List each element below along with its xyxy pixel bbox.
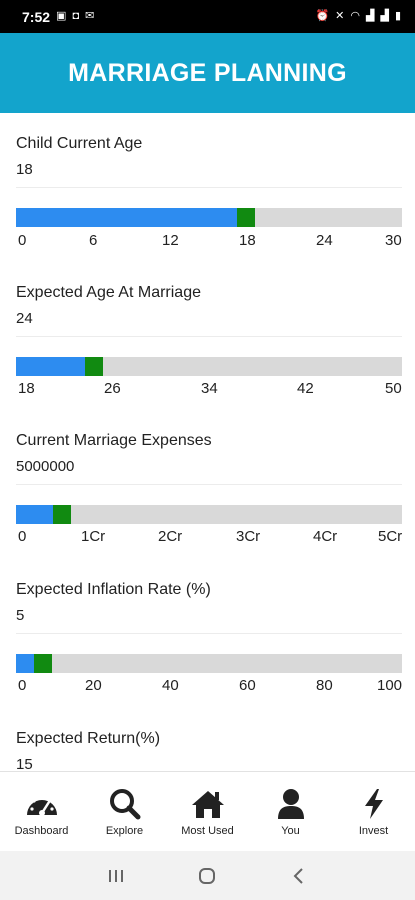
slider-tick-label: 2Cr xyxy=(158,528,183,545)
battery-icon: ▮ xyxy=(394,10,401,22)
field-value[interactable]: 5000000 xyxy=(16,458,75,475)
slider-thumb[interactable] xyxy=(85,357,103,376)
slider-tick-label: 5Cr xyxy=(378,528,403,545)
slider-tick-label: 26 xyxy=(104,380,121,397)
field-label: Current Marriage Expenses xyxy=(16,432,212,449)
expected-inflation-rate-slider[interactable] xyxy=(16,654,402,673)
recent-apps-button[interactable] xyxy=(96,861,136,891)
nav-most-used[interactable]: Most Used xyxy=(166,772,249,851)
system-nav-bar xyxy=(0,851,415,900)
app-header: MARRIAGE PLANNING xyxy=(0,33,415,113)
status-left: 7:52 ▣ ◘ ✉ xyxy=(22,9,94,25)
field-label: Expected Age At Marriage xyxy=(16,284,201,301)
field-label: Expected Return(%) xyxy=(16,730,161,747)
nav-label: Explore xyxy=(105,824,144,837)
back-button[interactable] xyxy=(279,861,319,891)
slider-ticks: 0 1Cr 2Cr 3Cr 4Cr 5Cr xyxy=(16,528,402,546)
status-right: ⏰ ✕ ◠ ▟ ▟ ▮ xyxy=(315,11,401,22)
speedometer-icon xyxy=(24,787,60,821)
signal-icon: ▟ xyxy=(366,10,375,22)
slider-fill xyxy=(16,654,36,673)
field-divider xyxy=(16,336,402,337)
slider-tick-label: 30 xyxy=(385,232,402,249)
home-circle-icon xyxy=(199,867,216,884)
field-divider xyxy=(16,187,402,188)
slider-tick-label: 3Cr xyxy=(236,528,261,545)
nav-invest[interactable]: Invest xyxy=(332,772,415,851)
field-label: Child Current Age xyxy=(16,135,143,152)
current-marriage-expenses-field: Current Marriage Expenses 5000000 xyxy=(16,432,402,485)
nav-label: Dashboard xyxy=(14,824,69,837)
back-chevron-icon xyxy=(293,867,303,884)
bag-icon: ◘ xyxy=(72,10,80,22)
nav-label: You xyxy=(281,824,300,837)
status-bar: 7:52 ▣ ◘ ✉ ⏰ ✕ ◠ ▟ ▟ ▮ xyxy=(0,0,415,33)
slider-fill xyxy=(16,505,55,524)
mail-icon: ✉ xyxy=(85,10,95,22)
recent-apps-icon xyxy=(108,869,123,882)
slider-tick-label: 50 xyxy=(385,380,402,397)
child-current-age-slider[interactable] xyxy=(16,208,402,227)
field-divider xyxy=(16,484,402,485)
slider-tick-label: 80 xyxy=(316,677,333,694)
nav-label: Most Used xyxy=(181,824,234,837)
field-value[interactable]: 24 xyxy=(16,310,33,327)
signal-icon-2: ▟ xyxy=(380,10,389,22)
slider-tick-label: 0 xyxy=(18,232,27,249)
slider-ticks: 0 20 40 60 80 100 xyxy=(16,677,402,695)
field-value[interactable]: 18 xyxy=(16,161,33,178)
slider-tick-label: 42 xyxy=(297,380,314,397)
field-label: Expected Inflation Rate (%) xyxy=(16,581,211,598)
expected-return-field: Expected Return(%) 15 xyxy=(16,730,402,771)
slider-tick-label: 18 xyxy=(18,380,35,397)
expected-age-at-marriage-field: Expected Age At Marriage 24 xyxy=(16,284,402,337)
slider-tick-label: 1Cr xyxy=(81,528,106,545)
user-icon xyxy=(273,787,309,821)
nav-explore[interactable]: Explore xyxy=(83,772,166,851)
nav-you[interactable]: You xyxy=(249,772,332,851)
page-title: MARRIAGE PLANNING xyxy=(68,58,347,87)
bolt-icon xyxy=(356,787,392,821)
slider-tick-label: 4Cr xyxy=(313,528,338,545)
slider-thumb[interactable] xyxy=(53,505,71,524)
slider-fill xyxy=(16,208,239,227)
current-marriage-expenses-slider[interactable] xyxy=(16,505,402,524)
field-divider xyxy=(16,633,402,634)
slider-tick-label: 100 xyxy=(377,677,403,694)
slider-fill xyxy=(16,357,87,376)
slider-tick-label: 0 xyxy=(18,528,27,545)
wifi-icon: ◠ xyxy=(350,10,360,22)
mute-icon: ✕ xyxy=(335,10,345,22)
slider-tick-label: 34 xyxy=(201,380,218,397)
slider-thumb[interactable] xyxy=(237,208,255,227)
slider-tick-label: 40 xyxy=(162,677,179,694)
slider-tick-label: 20 xyxy=(85,677,102,694)
status-time: 7:52 xyxy=(22,8,51,25)
slider-tick-label: 6 xyxy=(89,232,98,249)
field-value[interactable]: 15 xyxy=(16,756,33,771)
slider-tick-label: 0 xyxy=(18,677,27,694)
expected-age-at-marriage-slider[interactable] xyxy=(16,357,402,376)
gallery-icon: ▣ xyxy=(56,10,67,22)
expected-inflation-rate-field: Expected Inflation Rate (%) 5 xyxy=(16,581,402,634)
nav-label: Invest xyxy=(358,824,389,837)
slider-ticks: 0 6 12 18 24 30 xyxy=(16,232,402,250)
slider-tick-label: 60 xyxy=(239,677,256,694)
slider-tick-label: 18 xyxy=(239,232,256,249)
slider-tick-label: 24 xyxy=(316,232,333,249)
home-icon xyxy=(190,787,226,821)
child-current-age-field: Child Current Age 18 xyxy=(16,135,402,188)
home-button[interactable] xyxy=(187,861,227,891)
slider-thumb[interactable] xyxy=(34,654,52,673)
field-value[interactable]: 5 xyxy=(16,607,25,624)
form-content[interactable]: Child Current Age 18 0 6 12 18 24 30 Expected… xyxy=(0,113,415,771)
search-icon xyxy=(107,787,143,821)
slider-ticks: 18 26 34 42 50 xyxy=(16,380,402,398)
alarm-icon: ⏰ xyxy=(315,10,330,22)
slider-tick-label: 12 xyxy=(162,232,179,249)
nav-dashboard[interactable]: Dashboard xyxy=(0,772,83,851)
bottom-nav: Dashboard Explore Most Used You xyxy=(0,771,415,851)
